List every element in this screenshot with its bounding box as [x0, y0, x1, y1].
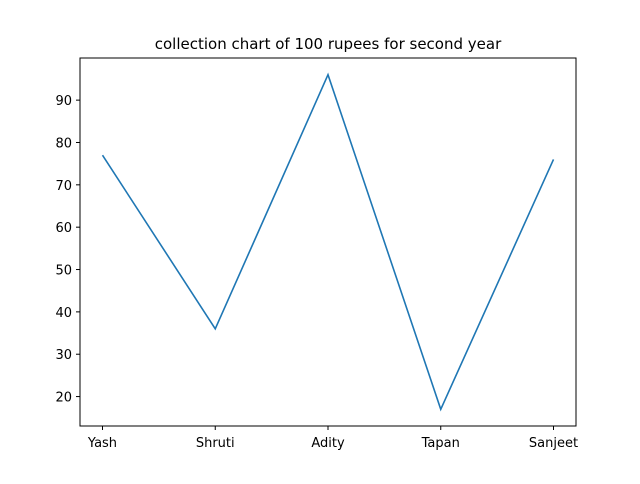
plot-frame — [80, 58, 576, 426]
y-tick-label-80: 80 — [55, 136, 72, 151]
x-tick-label-shruti: Shruti — [196, 436, 235, 451]
y-tick-label-40: 40 — [55, 306, 72, 321]
y-tick-label-90: 90 — [55, 94, 72, 109]
y-tick-label-20: 20 — [55, 391, 72, 406]
x-tick-label-tapan: Tapan — [421, 436, 460, 451]
y-tick-label-60: 60 — [55, 221, 72, 236]
chart-title: collection chart of 100 rupees for secon… — [155, 35, 502, 53]
series-line-0 — [103, 75, 554, 410]
y-tick-label-70: 70 — [55, 179, 72, 194]
y-tick-label-50: 50 — [55, 264, 72, 279]
x-tick-label-adity: Adity — [311, 436, 345, 451]
x-tick-label-sanjeet: Sanjeet — [529, 436, 578, 451]
y-tick-label-30: 30 — [55, 348, 72, 363]
x-tick-label-yash: Yash — [87, 436, 117, 451]
